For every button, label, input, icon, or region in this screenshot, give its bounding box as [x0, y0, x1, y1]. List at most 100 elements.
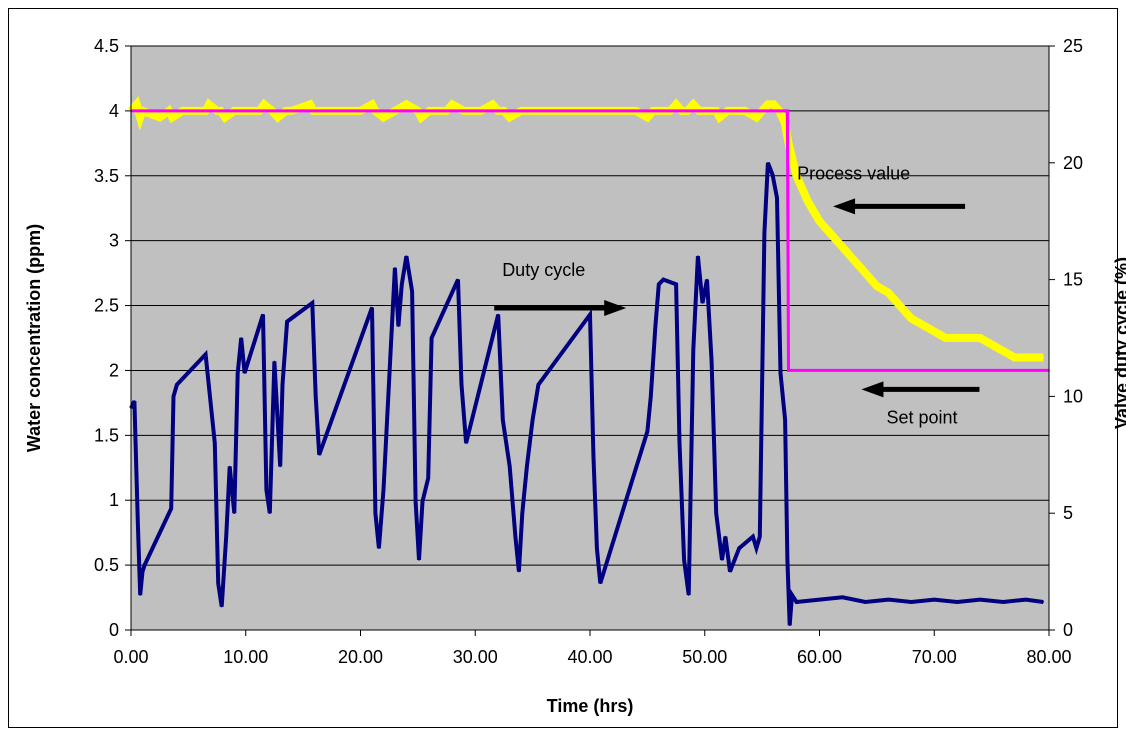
data-point-duty: [176, 383, 178, 386]
data-point-duty: [786, 559, 789, 561]
data-point-duty: [589, 313, 591, 316]
y-right-tick-label: 25: [1063, 36, 1083, 56]
data-point-process: [830, 233, 832, 235]
x-tick-label: 30.00: [453, 647, 498, 667]
data-point-duty: [654, 325, 657, 328]
data-point-process: [491, 103, 494, 106]
data-point-process: [1042, 356, 1045, 359]
data-point-duty: [692, 348, 695, 351]
series-line-duty: [129, 162, 1044, 626]
data-point-duty: [979, 598, 981, 601]
y-left-tick-label: 4: [109, 101, 119, 121]
data-point-duty: [526, 465, 528, 468]
data-point-duty: [910, 601, 913, 603]
data-point-process: [139, 116, 141, 119]
data-point-duty: [518, 570, 520, 573]
data-point-process: [451, 103, 454, 106]
data-point-duty: [710, 360, 713, 363]
data-point-process: [135, 103, 138, 106]
data-point-duty: [752, 535, 754, 538]
data-point-process: [887, 291, 890, 294]
data-point-duty: [414, 500, 417, 503]
y-right-tick-label: 15: [1063, 270, 1083, 290]
data-point-duty: [214, 442, 216, 444]
data-point-duty: [1042, 601, 1045, 603]
arrow-head: [861, 381, 884, 398]
data-point-duty: [137, 524, 139, 526]
data-point-process: [508, 116, 511, 119]
annotation-process: Process value: [797, 163, 966, 215]
data-point-duty: [401, 283, 403, 286]
data-point-duty: [779, 372, 782, 374]
data-point-duty: [318, 454, 321, 456]
data-point-duty: [784, 419, 786, 421]
data-point-process: [772, 103, 775, 106]
data-point-process: [1025, 356, 1027, 359]
x-tick-label: 80.00: [1026, 647, 1071, 667]
data-point-process: [876, 285, 878, 287]
data-point-process: [371, 103, 373, 106]
data-point-duty: [729, 570, 731, 573]
data-point-duty: [262, 313, 264, 316]
data-point-duty: [599, 582, 602, 585]
data-point-process: [956, 337, 958, 339]
data-point-duty: [683, 559, 685, 561]
data-point-process: [807, 200, 809, 203]
x-tick-label: 20.00: [338, 647, 383, 667]
data-point-duty: [133, 400, 136, 402]
data-point-process: [1002, 350, 1004, 352]
axes: 0 0.5 1 1.5 2 2.5 3 3.5 4 4.5 0 5 10 15 20 25 0.00 10.00 2…: [94, 36, 1083, 667]
data-point-duty: [933, 598, 936, 601]
data-point-process: [405, 103, 408, 106]
data-point-process: [263, 103, 265, 106]
data-point-process: [910, 317, 913, 320]
data-point-duty: [497, 313, 500, 316]
data-point-duty: [650, 395, 652, 398]
data-point-duty: [1002, 601, 1004, 603]
data-point-process: [933, 330, 936, 333]
data-point-duty: [233, 512, 236, 514]
data-point-duty: [537, 383, 540, 386]
data-point-duty: [273, 360, 276, 363]
y-axis-left-title: Water concentration (ppm): [24, 224, 44, 452]
y-left-tick-label: 1: [109, 490, 119, 510]
data-point-process: [646, 116, 649, 119]
data-point-duty: [225, 535, 227, 538]
data-point-process: [1013, 356, 1016, 359]
data-point-duty: [887, 598, 890, 601]
data-point-duty: [658, 283, 660, 286]
y-right-tick-label: 20: [1063, 153, 1083, 173]
data-point-duty: [397, 325, 400, 328]
data-point-process: [309, 103, 311, 106]
data-point-duty: [240, 337, 242, 339]
data-point-duty: [411, 290, 413, 293]
data-point-duty: [382, 489, 385, 491]
data-point-duty: [818, 598, 821, 601]
data-point-process: [171, 116, 174, 119]
series-line-setpoint: [131, 109, 1049, 372]
arrow-head: [604, 299, 627, 316]
data-point-duty: [172, 395, 175, 398]
data-point-duty: [864, 601, 867, 603]
data-point-duty: [236, 372, 239, 374]
x-tick-label: 40.00: [567, 647, 612, 667]
data-point-process: [1036, 356, 1039, 359]
data-point-process: [784, 123, 786, 125]
annotation-label-setpoint: Set point: [886, 407, 957, 427]
data-point-duty: [144, 563, 146, 566]
data-point-process: [692, 103, 695, 106]
y-left-tick-label: 2.5: [94, 296, 119, 316]
x-tick-label: 60.00: [797, 647, 842, 667]
data-point-duty: [405, 255, 408, 257]
data-point-process: [864, 272, 867, 274]
data-point-duty: [678, 442, 681, 444]
data-point-duty: [286, 320, 288, 323]
data-point-duty: [508, 465, 511, 468]
data-point-process: [899, 304, 901, 307]
data-point-setpoint: [786, 110, 789, 112]
data-point-process: [675, 103, 677, 106]
data-point-duty: [596, 547, 598, 549]
data-point-process: [224, 116, 226, 119]
data-point-process: [208, 103, 210, 106]
